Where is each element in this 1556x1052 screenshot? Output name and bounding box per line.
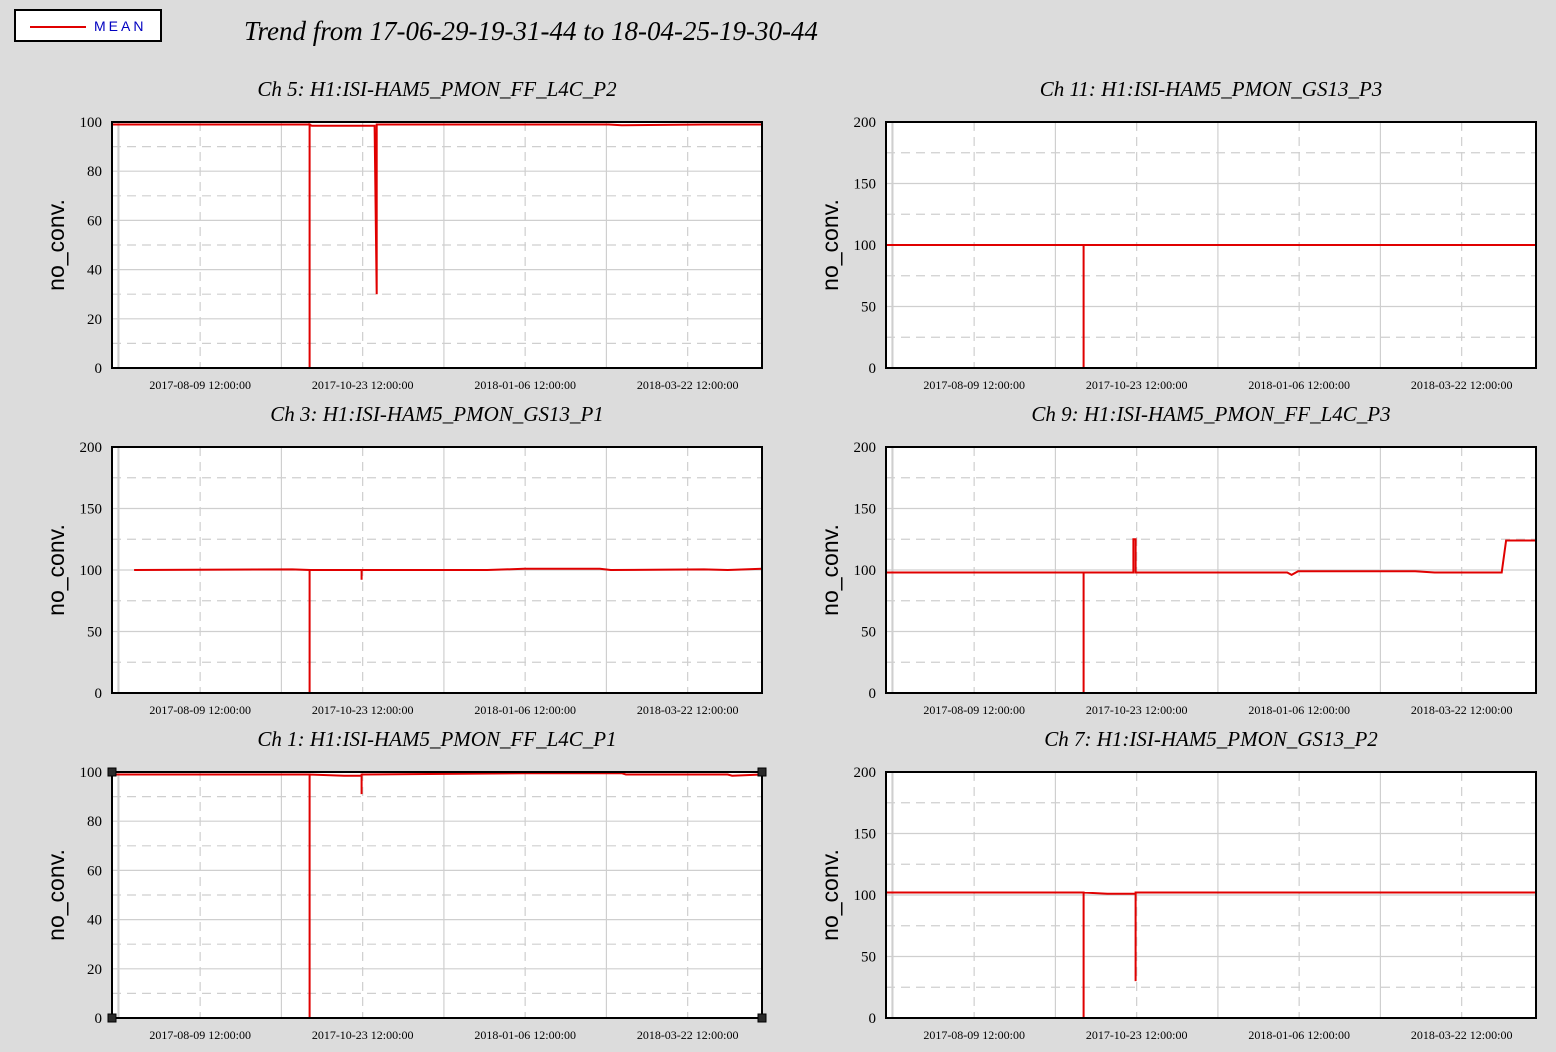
y-tick-label: 150 bbox=[80, 502, 103, 518]
y-tick-label: 100 bbox=[80, 115, 103, 131]
selection-handle bbox=[757, 1013, 767, 1023]
y-tick-label: 40 bbox=[87, 913, 102, 929]
plot-frame bbox=[111, 121, 763, 369]
x-tick-label: 2017-08-09 12:00:00 bbox=[149, 1028, 251, 1042]
x-tick-label: 2018-01-06 12:00:00 bbox=[474, 1028, 576, 1042]
series-line bbox=[134, 567, 763, 693]
x-tick-label: 2017-08-09 12:00:00 bbox=[923, 378, 1025, 392]
y-tick-label: 200 bbox=[80, 440, 103, 456]
plot-frame bbox=[885, 771, 1537, 1019]
x-tick-label: 2018-03-22 12:00:00 bbox=[637, 1028, 739, 1042]
x-tick-label: 2017-10-23 12:00:00 bbox=[312, 378, 414, 392]
series-line bbox=[112, 122, 762, 368]
y-axis-label: no_conv. bbox=[43, 849, 69, 941]
y-tick-label: 40 bbox=[87, 263, 102, 279]
x-tick-label: 2018-01-06 12:00:00 bbox=[1248, 703, 1350, 717]
y-axis-label: no_conv. bbox=[817, 849, 843, 941]
y-tick-label: 150 bbox=[854, 502, 877, 518]
y-tick-label: 0 bbox=[869, 1011, 877, 1027]
y-tick-label: 100 bbox=[854, 888, 877, 904]
y-tick-label: 50 bbox=[861, 625, 876, 641]
legend-label: MEAN bbox=[94, 18, 147, 34]
y-tick-label: 200 bbox=[854, 765, 877, 781]
x-tick-label: 2017-10-23 12:00:00 bbox=[312, 1028, 414, 1042]
series-line bbox=[886, 538, 1536, 693]
series-line bbox=[886, 891, 1536, 1018]
x-tick-label: 2018-01-06 12:00:00 bbox=[1248, 1028, 1350, 1042]
y-tick-label: 0 bbox=[869, 361, 877, 377]
plot-frame bbox=[885, 121, 1537, 369]
y-axis-label: no_conv. bbox=[43, 199, 69, 291]
x-tick-label: 2017-08-09 12:00:00 bbox=[923, 703, 1025, 717]
y-tick-label: 150 bbox=[854, 177, 877, 193]
y-tick-label: 20 bbox=[87, 312, 102, 328]
y-tick-label: 60 bbox=[87, 863, 102, 879]
y-tick-label: 0 bbox=[95, 361, 103, 377]
plot-frame bbox=[111, 771, 763, 1019]
plot-frame bbox=[885, 446, 1537, 694]
y-tick-label: 100 bbox=[854, 238, 877, 254]
legend: MEAN bbox=[14, 9, 162, 42]
y-tick-label: 0 bbox=[95, 686, 103, 702]
chart-panel: Ch 1: H1:ISI-HAM5_PMON_FF_L4C_P1 0 20 40 60 8… bbox=[43, 727, 763, 1042]
x-tick-label: 2018-03-22 12:00:00 bbox=[637, 703, 739, 717]
x-tick-label: 2017-10-23 12:00:00 bbox=[312, 703, 414, 717]
page-title: Trend from 17-06-29-19-31-44 to 18-04-25… bbox=[244, 16, 818, 46]
y-tick-label: 80 bbox=[87, 814, 102, 830]
y-tick-label: 0 bbox=[95, 1011, 103, 1027]
chart-title: Ch 1: H1:ISI-HAM5_PMON_FF_L4C_P1 bbox=[257, 727, 616, 751]
chart-title: Ch 5: H1:ISI-HAM5_PMON_FF_L4C_P2 bbox=[257, 77, 617, 101]
y-tick-label: 200 bbox=[854, 115, 877, 131]
x-tick-label: 2017-10-23 12:00:00 bbox=[1086, 1028, 1188, 1042]
chart-title: Ch 9: H1:ISI-HAM5_PMON_FF_L4C_P3 bbox=[1031, 402, 1390, 426]
y-axis-label: no_conv. bbox=[43, 524, 69, 616]
x-tick-label: 2018-01-06 12:00:00 bbox=[474, 378, 576, 392]
selection-handle bbox=[757, 767, 767, 777]
chart-title: Ch 3: H1:ISI-HAM5_PMON_GS13_P1 bbox=[270, 402, 604, 426]
y-tick-label: 60 bbox=[87, 213, 102, 229]
x-tick-label: 2018-03-22 12:00:00 bbox=[637, 378, 739, 392]
series-line bbox=[886, 244, 1536, 368]
selection-handle bbox=[107, 1013, 117, 1023]
x-tick-label: 2018-03-22 12:00:00 bbox=[1411, 378, 1513, 392]
y-axis-label: no_conv. bbox=[817, 524, 843, 616]
x-tick-label: 2017-08-09 12:00:00 bbox=[149, 378, 251, 392]
y-tick-label: 100 bbox=[80, 765, 103, 781]
legend-line-swatch bbox=[30, 26, 86, 28]
y-tick-label: 80 bbox=[87, 164, 102, 180]
chart-panel: Ch 7: H1:ISI-HAM5_PMON_GS13_P2 0 50 100 150 2… bbox=[817, 727, 1537, 1042]
y-tick-label: 20 bbox=[87, 962, 102, 978]
plot-frame bbox=[111, 446, 763, 694]
series-line bbox=[112, 772, 763, 1018]
x-tick-label: 2018-03-22 12:00:00 bbox=[1411, 703, 1513, 717]
x-tick-label: 2017-08-09 12:00:00 bbox=[149, 703, 251, 717]
y-tick-label: 200 bbox=[854, 440, 877, 456]
y-tick-label: 50 bbox=[861, 950, 876, 966]
x-tick-label: 2017-08-09 12:00:00 bbox=[923, 1028, 1025, 1042]
y-axis-label: no_conv. bbox=[817, 199, 843, 291]
x-tick-label: 2018-01-06 12:00:00 bbox=[474, 703, 576, 717]
selection-handle bbox=[107, 767, 117, 777]
y-tick-label: 100 bbox=[80, 563, 103, 579]
chart-panel: Ch 3: H1:ISI-HAM5_PMON_GS13_P1 0 50 100 150 2… bbox=[43, 402, 763, 717]
y-tick-label: 50 bbox=[861, 300, 876, 316]
x-tick-label: 2018-01-06 12:00:00 bbox=[1248, 378, 1350, 392]
chart-panel: Ch 11: H1:ISI-HAM5_PMON_GS13_P3 0 50 100 150… bbox=[817, 77, 1537, 392]
y-tick-label: 0 bbox=[869, 686, 877, 702]
x-tick-label: 2018-03-22 12:00:00 bbox=[1411, 1028, 1513, 1042]
y-tick-label: 100 bbox=[854, 563, 877, 579]
y-tick-label: 50 bbox=[87, 625, 102, 641]
chart-title: Ch 7: H1:ISI-HAM5_PMON_GS13_P2 bbox=[1044, 727, 1378, 751]
x-tick-label: 2017-10-23 12:00:00 bbox=[1086, 378, 1188, 392]
chart-panel: Ch 5: H1:ISI-HAM5_PMON_FF_L4C_P2 0 20 40 60 8… bbox=[43, 77, 763, 392]
chart-title: Ch 11: H1:ISI-HAM5_PMON_GS13_P3 bbox=[1040, 77, 1383, 101]
x-tick-label: 2017-10-23 12:00:00 bbox=[1086, 703, 1188, 717]
y-tick-label: 150 bbox=[854, 827, 877, 843]
chart-panel: Ch 9: H1:ISI-HAM5_PMON_FF_L4C_P3 0 50 100 15… bbox=[817, 402, 1537, 717]
